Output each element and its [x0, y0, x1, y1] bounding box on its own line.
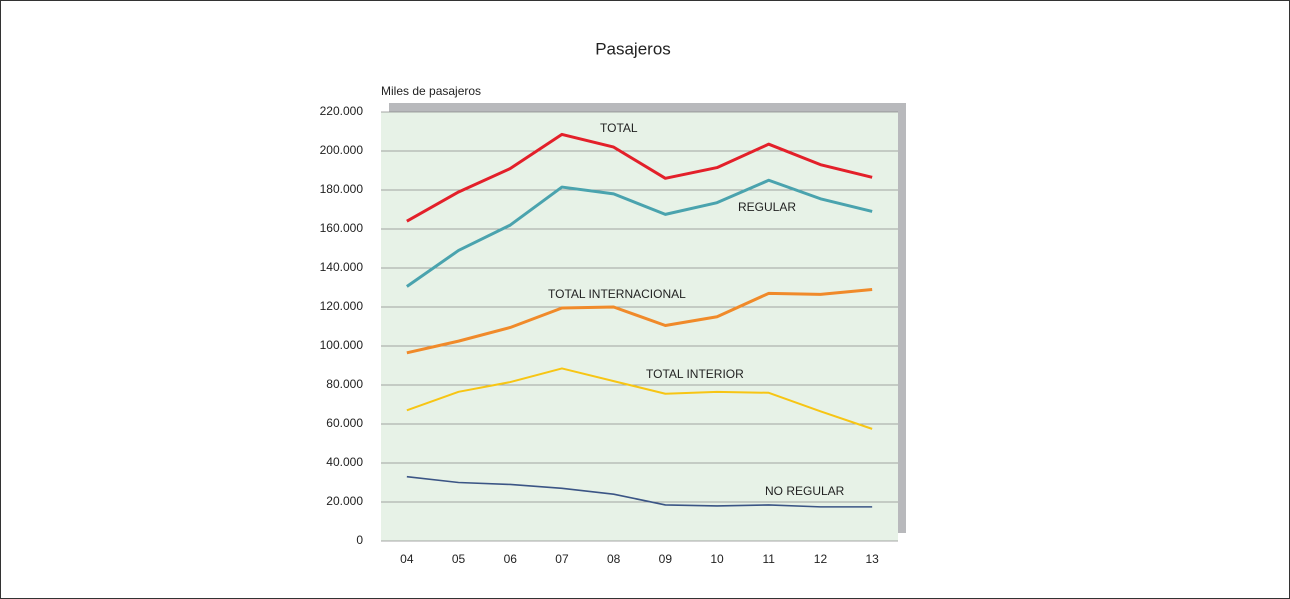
y-tick-label: 140.000: [320, 260, 364, 274]
x-tick-label: 12: [814, 552, 828, 566]
y-tick-label: 120.000: [320, 299, 364, 313]
y-tick-label: 100.000: [320, 338, 364, 352]
y-tick-label: 220.000: [320, 104, 364, 118]
x-tick-label: 08: [607, 552, 621, 566]
x-tick-label: 06: [504, 552, 518, 566]
x-tick-label: 11: [763, 552, 776, 566]
series-line: [405, 178, 873, 288]
series-label: REGULAR: [738, 200, 796, 214]
series-line: [406, 132, 873, 223]
series-label: TOTAL INTERNACIONAL: [548, 287, 686, 301]
series-line: [406, 367, 873, 430]
y-tick-label: 40.000: [326, 455, 363, 469]
x-tick-label: 10: [710, 552, 724, 566]
y-axis-label: Miles de pasajeros: [381, 84, 481, 98]
x-tick-label: 07: [555, 552, 569, 566]
y-tick-label: 180.000: [320, 182, 364, 196]
y-tick-label: 60.000: [326, 416, 363, 430]
series-label: TOTAL INTERIOR: [646, 367, 744, 381]
x-tick-label: 09: [659, 552, 673, 566]
x-tick-label: 04: [400, 552, 414, 566]
y-tick-label: 80.000: [326, 377, 363, 391]
x-tick-label: 13: [865, 552, 879, 566]
y-tick-label: 0: [356, 533, 363, 547]
y-tick-label: 200.000: [320, 143, 364, 157]
series-line: [406, 287, 873, 355]
plot-area: [381, 112, 898, 541]
y-tick-label: 20.000: [326, 494, 363, 508]
x-tick-label: 05: [452, 552, 466, 566]
series-label: NO REGULAR: [765, 484, 845, 498]
y-tick-label: 160.000: [320, 221, 364, 235]
series-label: TOTAL: [600, 121, 638, 135]
chart-title: Pasajeros: [595, 39, 671, 58]
series-line: [406, 475, 873, 508]
